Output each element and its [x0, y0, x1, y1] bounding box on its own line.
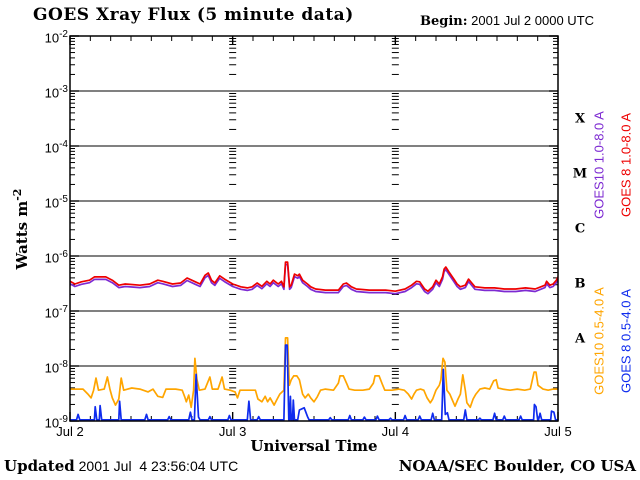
y-axis-tick-label: 10-2: [44, 29, 68, 46]
updated-value: 2001 Jul 4 23:56:04 UTC: [78, 458, 239, 474]
x-axis-tick-label: Jul 3: [218, 424, 247, 439]
flare-class-label: B: [574, 276, 586, 291]
x-axis-tick-label: Jul 4: [381, 424, 410, 439]
x-axis-tick-label: Jul 5: [544, 424, 572, 439]
updated-label: Updated: [4, 457, 75, 475]
y-axis-tick-label: 10-4: [44, 139, 68, 156]
y-axis-tick-label: 10-5: [44, 194, 68, 211]
y-axis-title: Watts m-2: [11, 188, 31, 270]
flare-class-label: M: [572, 166, 588, 181]
updated-timestamp: Updated 2001 Jul 4 23:56:04 UTC: [4, 457, 238, 475]
y-axis-tick-label: 10-8: [44, 359, 68, 376]
flare-class-label: X: [574, 111, 586, 126]
series-goes-8-0-5-4-0-a: [70, 344, 558, 421]
flare-class-label: C: [574, 221, 586, 236]
y-axis-tick-label: 10-3: [44, 84, 68, 101]
begin-value: 2001 Jul 2 0000 UTC: [471, 13, 595, 28]
series-goes10-0-5-4-0-a: [70, 337, 558, 409]
legend-entry: GOES10 0.5-4.0 A: [591, 287, 607, 395]
y-axis-tick-label: 10-6: [44, 249, 68, 266]
legend-entry: GOES10 1.0-8.0 A: [591, 111, 607, 219]
y-axis-tick-label: 10-9: [44, 414, 68, 431]
x-axis-title: Universal Time: [250, 437, 378, 455]
y-axis-tick-label: 10-7: [44, 304, 68, 321]
begin-time: Begin: 2001 Jul 2 0000 UTC: [420, 13, 594, 29]
flare-class-label: A: [574, 331, 586, 346]
legend-entry: GOES 8 1.0-8.0 A: [618, 112, 634, 218]
legend-entry: GOES 8 0.5-4.0 A: [618, 288, 634, 394]
begin-label: Begin:: [420, 14, 468, 29]
credit-text: NOAA/SEC Boulder, CO USA: [398, 457, 636, 475]
page-title: GOES Xray Flux (5 minute data): [33, 5, 354, 25]
series-goes10-1-0-8-0-a: [70, 263, 558, 295]
x-axis-tick-label: Jul 2: [56, 424, 84, 439]
plot-border: [69, 35, 559, 422]
series-goes-8-1-0-8-0-a: [70, 261, 558, 293]
